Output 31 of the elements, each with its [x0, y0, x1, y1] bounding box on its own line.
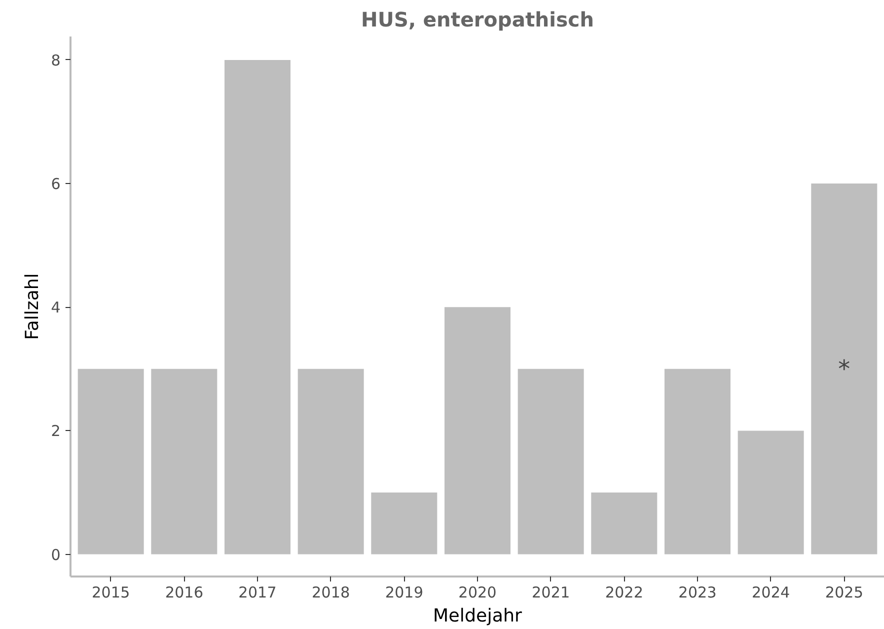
bar: [298, 368, 364, 554]
bar: [518, 368, 584, 554]
y-tick-label: 6: [50, 175, 61, 194]
y-axis-title: Fallzahl: [22, 273, 43, 340]
x-tick-label: 2025: [825, 584, 864, 602]
bar: [371, 492, 438, 554]
x-tick-label: 2022: [605, 584, 644, 602]
x-tick-label: 2020: [458, 584, 497, 602]
x-tick-label: 2019: [385, 584, 424, 602]
y-tick-label: 2: [50, 422, 61, 440]
x-tick-label: 2024: [752, 584, 790, 602]
bar: [224, 60, 290, 554]
x-tick-label: 2015: [92, 584, 130, 602]
bar: [664, 368, 730, 554]
y-tick-label: 0: [50, 546, 61, 564]
x-tick-label: 2016: [165, 584, 204, 602]
x-tick-label: 2021: [532, 584, 570, 602]
bar: [738, 430, 804, 554]
x-tick-label: 2018: [312, 584, 350, 602]
y-tick-label: 8: [50, 51, 61, 70]
bar: [151, 368, 218, 554]
bar: [444, 307, 510, 554]
bar: [78, 368, 144, 554]
bar: [811, 184, 878, 554]
chart-title: HUS, enteropathisch: [361, 8, 594, 32]
y-tick-label: 4: [50, 298, 61, 317]
x-tick-label: 2017: [238, 584, 277, 602]
x-axis-title: Meldejahr: [433, 606, 523, 626]
x-tick-label: 2023: [678, 584, 717, 602]
bar: [591, 492, 658, 554]
annotation: *: [838, 354, 850, 383]
